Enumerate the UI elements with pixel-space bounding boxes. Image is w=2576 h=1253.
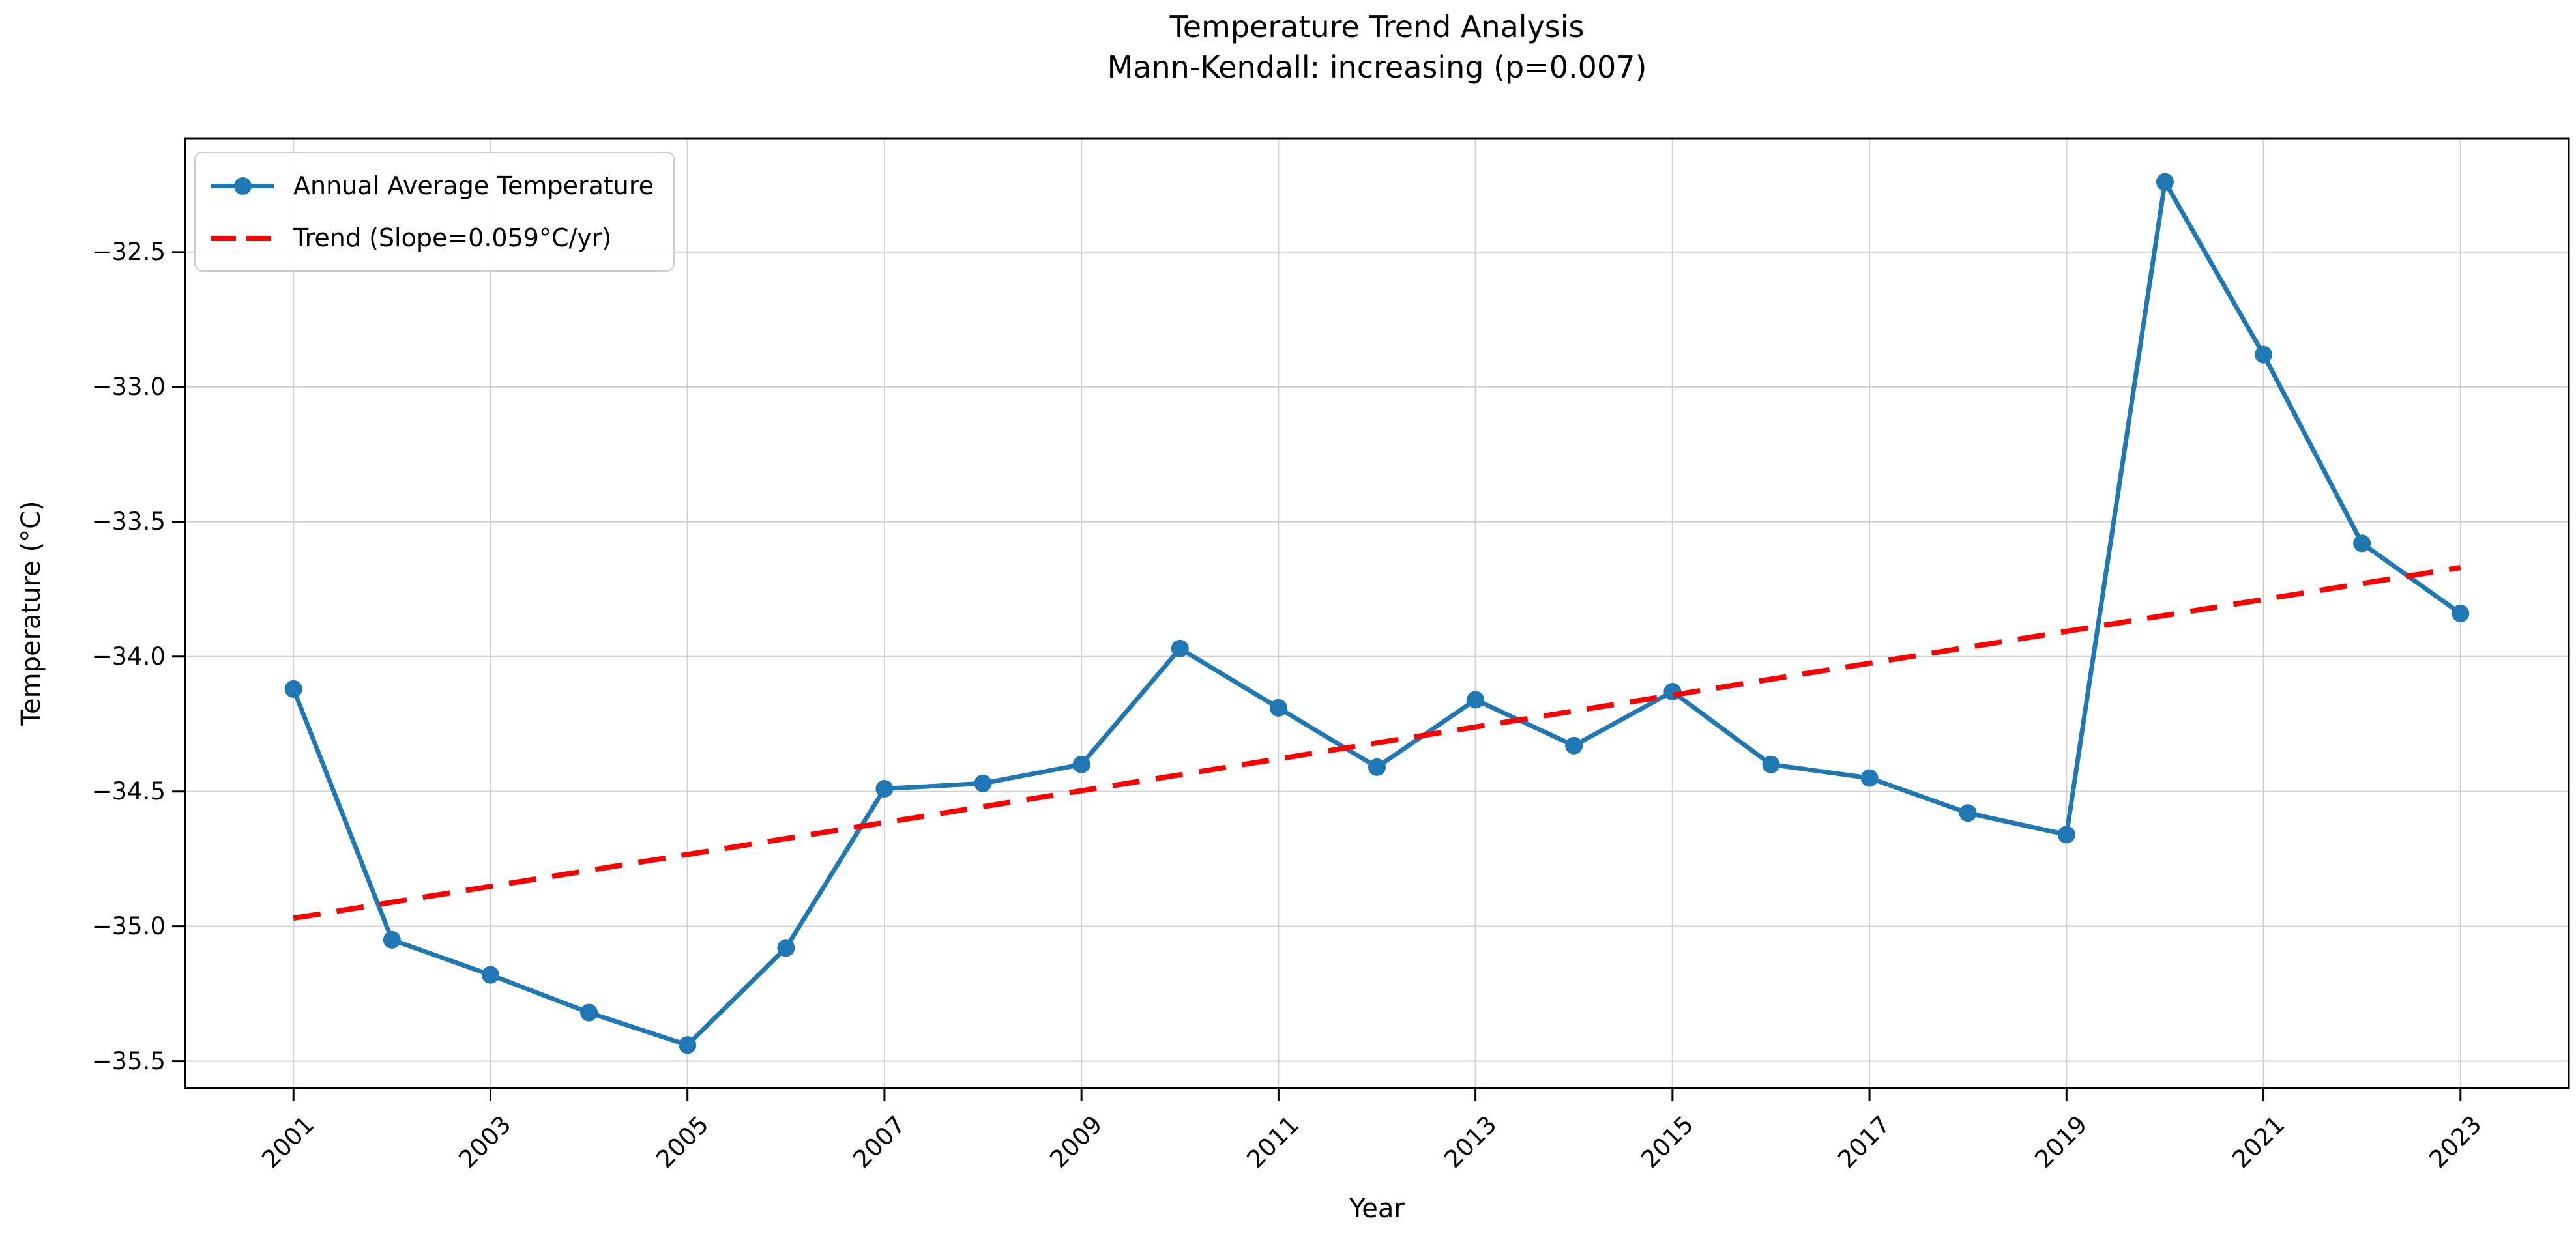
- data-point-marker: [1368, 758, 1386, 776]
- data-point-marker: [284, 680, 302, 698]
- chart-subtitle: Mann-Kendall: increasing (p=0.007): [1107, 50, 1647, 85]
- x-axis-label: Year: [1349, 1194, 1405, 1224]
- y-tick-label: −33.0: [91, 372, 166, 401]
- data-point-marker: [974, 774, 992, 792]
- data-point-marker: [777, 939, 795, 957]
- data-point-marker: [1565, 736, 1583, 755]
- y-tick-label: −34.5: [91, 777, 166, 805]
- y-tick-label: −35.5: [91, 1046, 166, 1075]
- series-line-marker-icon: [211, 177, 274, 195]
- data-point-marker: [1959, 804, 1977, 822]
- trend-dashed-line-icon: [211, 229, 274, 247]
- data-point-marker: [1269, 699, 1287, 717]
- chart-title: Temperature Trend Analysis: [1169, 9, 1585, 44]
- y-tick-label: −35.0: [91, 912, 166, 940]
- data-point-marker: [1762, 755, 1780, 773]
- data-point-marker: [481, 966, 499, 984]
- data-point-marker: [1171, 639, 1189, 657]
- legend: Annual Average Temperature Trend (Slope=…: [194, 152, 675, 272]
- data-point-marker: [2353, 534, 2371, 553]
- y-tick-label: −32.5: [91, 237, 166, 266]
- data-point-marker: [679, 1036, 697, 1054]
- data-point-marker: [1467, 691, 1485, 709]
- temperature-line: [291, 179, 2463, 1048]
- y-axis-label: Temperature (°C): [16, 500, 46, 726]
- y-tick-label: −33.5: [91, 507, 166, 536]
- legend-label-series: Annual Average Temperature: [293, 171, 654, 200]
- legend-entry-series: Annual Average Temperature: [211, 165, 654, 207]
- data-point-marker: [875, 780, 894, 798]
- data-point-marker: [1860, 769, 1879, 787]
- data-point-marker: [2452, 605, 2470, 622]
- legend-entry-trend: Trend (Slope=0.059°C/yr): [211, 217, 654, 259]
- data-point-marker: [1072, 755, 1090, 773]
- chart-title-block: Temperature Trend Analysis Mann-Kendall:…: [185, 7, 2569, 87]
- axes-spines: [184, 137, 2570, 1089]
- data-point-marker: [2156, 173, 2174, 191]
- data-point-marker: [2057, 826, 2075, 844]
- data-point-marker: [383, 930, 401, 949]
- data-point-marker: [2255, 345, 2273, 364]
- y-tick-label: −34.0: [91, 642, 166, 670]
- trend-line: [293, 565, 2461, 921]
- legend-label-trend: Trend (Slope=0.059°C/yr): [293, 223, 612, 252]
- data-point-marker: [580, 1003, 598, 1022]
